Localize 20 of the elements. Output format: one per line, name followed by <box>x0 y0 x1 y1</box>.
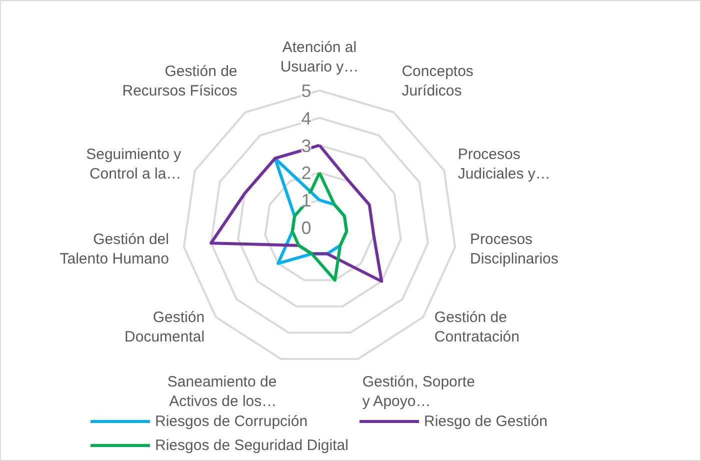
y-tick-label: 0 <box>301 218 312 238</box>
legend-label: Riesgos de Seguridad Digital <box>155 436 350 454</box>
spoke-label: Conceptos Jurídicos <box>402 63 474 100</box>
y-tick-label: 5 <box>301 81 312 101</box>
y-tick-label: 2 <box>301 163 312 184</box>
spoke-label: Gestión de Contratación <box>434 308 520 346</box>
spoke-label: Seguimiento y Control a la… <box>86 146 182 183</box>
spoke-label: Procesos Judiciales y… <box>458 146 550 183</box>
spoke-label: Gestión, Soporte y Apoyo… <box>362 373 475 410</box>
y-tick-label: 4 <box>301 108 312 128</box>
y-tick-label: 1 <box>301 190 312 211</box>
legend-label: Riesgo de Gestión <box>424 412 548 430</box>
y-tick-label: 3 <box>301 136 312 156</box>
spoke-label: Procesos Disciplinarios <box>470 230 558 268</box>
spoke-label: Saneamiento de Activos de los… <box>167 373 277 410</box>
spoke-label: Gestión de Recursos Físicos <box>122 63 238 100</box>
spoke-label: Atención al Usuario y… <box>280 38 359 76</box>
spoke-label: Gestión Documental <box>124 308 205 346</box>
legend-label: Riesgos de Corrupción <box>155 412 309 430</box>
spoke-label: Gestión del Talento Humano <box>60 230 169 268</box>
